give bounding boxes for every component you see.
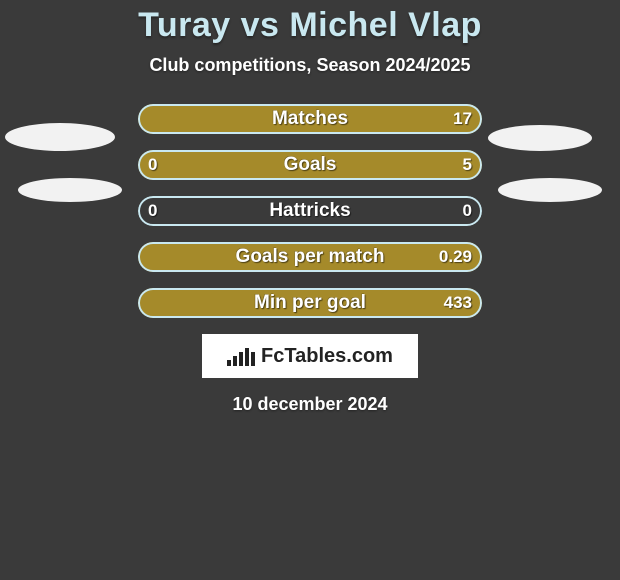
- stat-value-right: 0: [463, 196, 472, 226]
- stat-bar: Min per goal433: [138, 288, 482, 318]
- stat-value-right: 0.29: [439, 242, 472, 272]
- stat-row: Goals per match0.29: [138, 242, 482, 272]
- logo-text: FcTables.com: [261, 345, 393, 368]
- date-label: 10 december 2024: [0, 394, 620, 415]
- stat-bar: Hattricks0 0: [138, 196, 482, 226]
- decorative-ellipse: [498, 178, 602, 202]
- source-logo: FcTables.com: [202, 334, 418, 378]
- stat-bar: Matches17: [138, 104, 482, 134]
- stat-value-right: 5: [463, 150, 472, 180]
- stat-value-left: 0: [148, 196, 157, 226]
- decorative-ellipse: [5, 123, 115, 151]
- stat-row: Goals0 5: [138, 150, 482, 180]
- stat-label: Goals: [138, 150, 482, 180]
- decorative-ellipse: [488, 125, 592, 151]
- stat-value-left: 0: [148, 150, 157, 180]
- stat-label: Hattricks: [138, 196, 482, 226]
- stat-row: Matches17: [138, 104, 482, 134]
- stat-label: Min per goal: [138, 288, 482, 318]
- stat-row: Min per goal433: [138, 288, 482, 318]
- stat-value-right: 17: [453, 104, 472, 134]
- infographic-root: Turay vs Michel Vlap Club competitions, …: [0, 0, 620, 580]
- stat-bar: Goals per match0.29: [138, 242, 482, 272]
- subtitle: Club competitions, Season 2024/2025: [0, 55, 620, 76]
- stat-row: Hattricks0 0: [138, 196, 482, 226]
- page-title: Turay vs Michel Vlap: [0, 0, 620, 45]
- decorative-ellipse: [18, 178, 122, 202]
- stat-value-right: 433: [444, 288, 472, 318]
- stat-label: Matches: [138, 104, 482, 134]
- stat-bar: Goals0 5: [138, 150, 482, 180]
- logo-bars-icon: [227, 346, 255, 366]
- stat-label: Goals per match: [138, 242, 482, 272]
